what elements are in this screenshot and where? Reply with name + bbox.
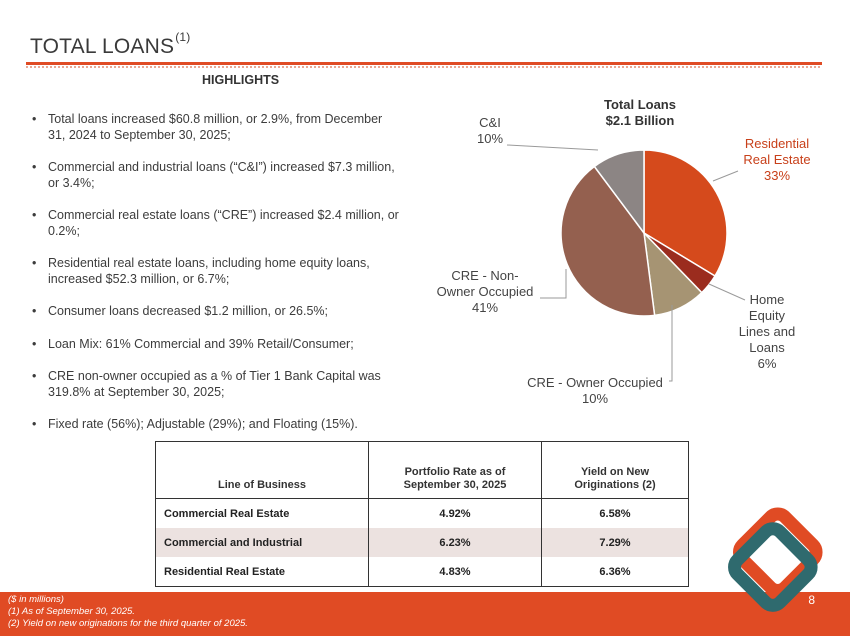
leader-line-he xyxy=(708,283,746,301)
label-line: Lines and xyxy=(738,324,796,339)
table-cell: 4.92% xyxy=(368,498,542,528)
label-value: 41% xyxy=(471,300,499,315)
pie-slice-4 xyxy=(593,149,645,236)
footnote: (2) Yield on new originations for the th… xyxy=(8,618,248,629)
leader-lines xyxy=(506,144,746,382)
label-line: C&I xyxy=(479,115,501,130)
column-header: Portfolio Rate as of September 30, 2025 xyxy=(368,441,542,499)
chart-title: Total Loans $2.1 Billion xyxy=(570,97,710,129)
column-header: Line of Business xyxy=(155,441,369,499)
company-logo xyxy=(728,507,823,612)
column-header: Yield on New Originations (2) xyxy=(541,441,689,499)
leader-line-noo xyxy=(540,269,567,299)
label-line: Equity xyxy=(748,308,786,323)
logo-teal-square xyxy=(728,522,818,612)
footer-bar xyxy=(0,592,850,636)
footnote: ($ in millions) xyxy=(8,594,64,605)
footnotes: ($ in millions) (1) As of September 30, … xyxy=(8,594,248,630)
list-item: Residential real estate loans, including… xyxy=(30,256,400,287)
label-line: Residential xyxy=(744,136,810,151)
label-line: CRE - Owner Occupied xyxy=(527,375,663,390)
table-cell: 4.83% xyxy=(368,557,542,587)
table-row: Commercial and Industrial 6.23% 7.29% xyxy=(155,528,689,557)
pie-label-ci: C&I 10% xyxy=(465,115,515,147)
table-cell: Commercial Real Estate xyxy=(155,498,369,528)
table-cell: Residential Real Estate xyxy=(155,557,369,587)
table-cell: 6.36% xyxy=(541,557,689,587)
table-row: Commercial Real Estate 4.92% 6.58% xyxy=(155,498,689,528)
label-line: CRE - Non- xyxy=(451,268,519,283)
label-value: 10% xyxy=(581,391,609,406)
list-item: Fixed rate (56%); Adjustable (29%); and … xyxy=(30,417,400,433)
label-value: 33% xyxy=(763,168,791,183)
logo-orange-square xyxy=(732,507,823,598)
table-cell: 7.29% xyxy=(541,528,689,557)
label-line: Home xyxy=(749,292,785,307)
chart-title-line: $2.1 Billion xyxy=(605,113,675,128)
chart-title-line: Total Loans xyxy=(604,97,676,112)
list-item: Commercial and industrial loans (“C&I”) … xyxy=(30,160,400,191)
pie-slice-0 xyxy=(643,149,728,278)
list-item: Commercial real estate loans (“CRE”) inc… xyxy=(30,208,400,239)
table-header-row: Line of Business Portfolio Rate as of Se… xyxy=(155,441,689,499)
leader-line-oo xyxy=(669,305,673,382)
pie-slices xyxy=(560,149,728,317)
table-cell: 6.23% xyxy=(368,528,542,557)
table-row: Residential Real Estate 4.83% 6.36% xyxy=(155,557,689,587)
page-title: TOTAL LOANS(1) xyxy=(30,30,191,58)
page-number: 8 xyxy=(808,593,815,607)
list-item: Total loans increased $60.8 million, or … xyxy=(30,112,400,143)
pie-label-cre-non-owner: CRE - Non- Owner Occupied 41% xyxy=(425,268,545,316)
title-footnote-ref: (1) xyxy=(175,30,191,44)
label-value: 10% xyxy=(476,131,504,146)
pie-label-home-equity: Home Equity Lines and Loans 6% xyxy=(729,292,805,372)
title-rule-dots xyxy=(26,66,822,68)
label-line: Real Estate xyxy=(743,152,811,167)
line-of-business-table: Line of Business Portfolio Rate as of Se… xyxy=(155,441,689,587)
label-line: Loans xyxy=(749,340,785,355)
pie-slice-3 xyxy=(560,165,656,317)
table-cell: 6.58% xyxy=(541,498,689,528)
pie-label-residential: Residential Real Estate 33% xyxy=(732,136,822,184)
table-cell: Commercial and Industrial xyxy=(155,528,369,557)
list-item: CRE non-owner occupied as a % of Tier 1 … xyxy=(30,369,400,400)
list-item: Loan Mix: 61% Commercial and 39% Retail/… xyxy=(30,337,400,353)
label-line: Owner Occupied xyxy=(436,284,534,299)
pie-label-cre-owner: CRE - Owner Occupied 10% xyxy=(510,375,680,407)
label-value: 6% xyxy=(757,356,777,371)
footnote: (1) As of September 30, 2025. xyxy=(8,606,135,617)
highlights-heading: HIGHLIGHTS xyxy=(202,73,280,87)
highlights-list: Total loans increased $60.8 million, or … xyxy=(30,112,400,450)
leader-line-rre xyxy=(712,170,739,182)
list-item: Consumer loans decreased $1.2 million, o… xyxy=(30,304,400,320)
leader-line-ci xyxy=(506,144,599,151)
title-rule xyxy=(26,62,822,65)
